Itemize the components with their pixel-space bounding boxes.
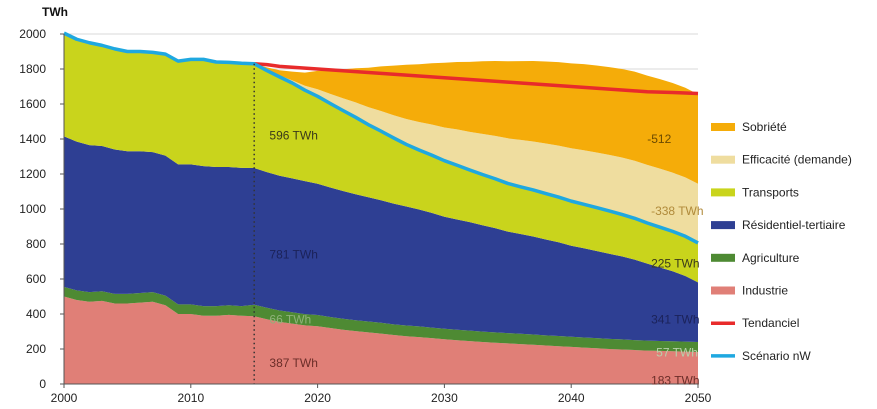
x-tick-label: 2010: [177, 391, 204, 405]
y-tick-label: 600: [26, 272, 46, 286]
legend-label-transports: Transports: [742, 185, 799, 199]
y-tick-label: 800: [26, 237, 46, 251]
area-sobriete: [64, 33, 698, 184]
value-label: 183 TWh: [651, 374, 699, 388]
area-transports: [64, 33, 698, 283]
y-tick-label: 1400: [19, 132, 46, 146]
x-tick-label: 2000: [51, 391, 78, 405]
legend-label-industrie: Industrie: [742, 284, 788, 298]
value-label: 341 TWh: [651, 312, 699, 326]
legend: Sobriété Efficacité (demande) Transports Ré…: [711, 120, 852, 363]
y-tick-label: 1000: [19, 202, 46, 216]
y-tick-label: 1800: [19, 62, 46, 76]
legend-label-sobriete: Sobriété: [742, 120, 787, 134]
line-scenario-nw: [63, 31, 699, 245]
legend-swatch-transports: [711, 188, 735, 197]
value-label: 596 TWh: [269, 129, 317, 143]
y-tick-label: 1200: [19, 167, 46, 181]
scenario-lines: [63, 31, 699, 245]
x-tick-label: 2030: [431, 391, 458, 405]
legend-swatch-residentiel-tertiaire: [711, 221, 735, 230]
value-label: 781 TWh: [269, 248, 317, 262]
value-label: 387 TWh: [269, 356, 317, 370]
legend-label-scenario-nw: Scénario nW: [742, 349, 811, 363]
legend-label-residentiel-tertiaire: Résidentiel-tertiaire: [742, 218, 846, 232]
x-tick-label: 2020: [304, 391, 331, 405]
value-label: 66 TWh: [269, 312, 311, 326]
area-industrie: [64, 296, 698, 384]
area-agriculture: [64, 286, 698, 352]
value-label: 57 TWh: [656, 346, 698, 360]
x-tick-label: 2050: [685, 391, 712, 405]
value-label: -512: [647, 132, 671, 146]
legend-swatch-sobriete: [711, 123, 735, 131]
area-residentiel-tertiaire: [64, 136, 698, 342]
value-label: 225 TWh: [651, 256, 699, 270]
y-tick-label: 2000: [19, 27, 46, 41]
legend-swatch-efficacite-demande: [711, 155, 735, 164]
value-annotations: 596 TWh 781 TWh 66 TWh 387 TWh -512 -338 TWh 2…: [269, 129, 703, 388]
y-axis-unit: TWh: [42, 5, 68, 19]
y-tick-label: 1600: [19, 97, 46, 111]
y-tick-label: 400: [26, 307, 46, 321]
value-label: -338 TWh: [651, 204, 703, 218]
legend-swatch-industrie: [711, 286, 735, 295]
legend-swatch-agriculture: [711, 253, 735, 262]
axes: 0 200 400 600 800 1000 1200 1400 1600 1800 2000 200…: [19, 27, 711, 405]
y-tick-label: 200: [26, 342, 46, 356]
legend-label-efficacite-demande: Efficacité (demande): [742, 153, 852, 167]
stacked-areas: [64, 33, 698, 384]
x-tick-label: 2040: [558, 391, 585, 405]
legend-label-tendanciel: Tendanciel: [742, 316, 799, 330]
y-tick-label: 0: [39, 377, 46, 391]
legend-label-agriculture: Agriculture: [742, 251, 800, 265]
line-tendanciel: [254, 62, 699, 96]
